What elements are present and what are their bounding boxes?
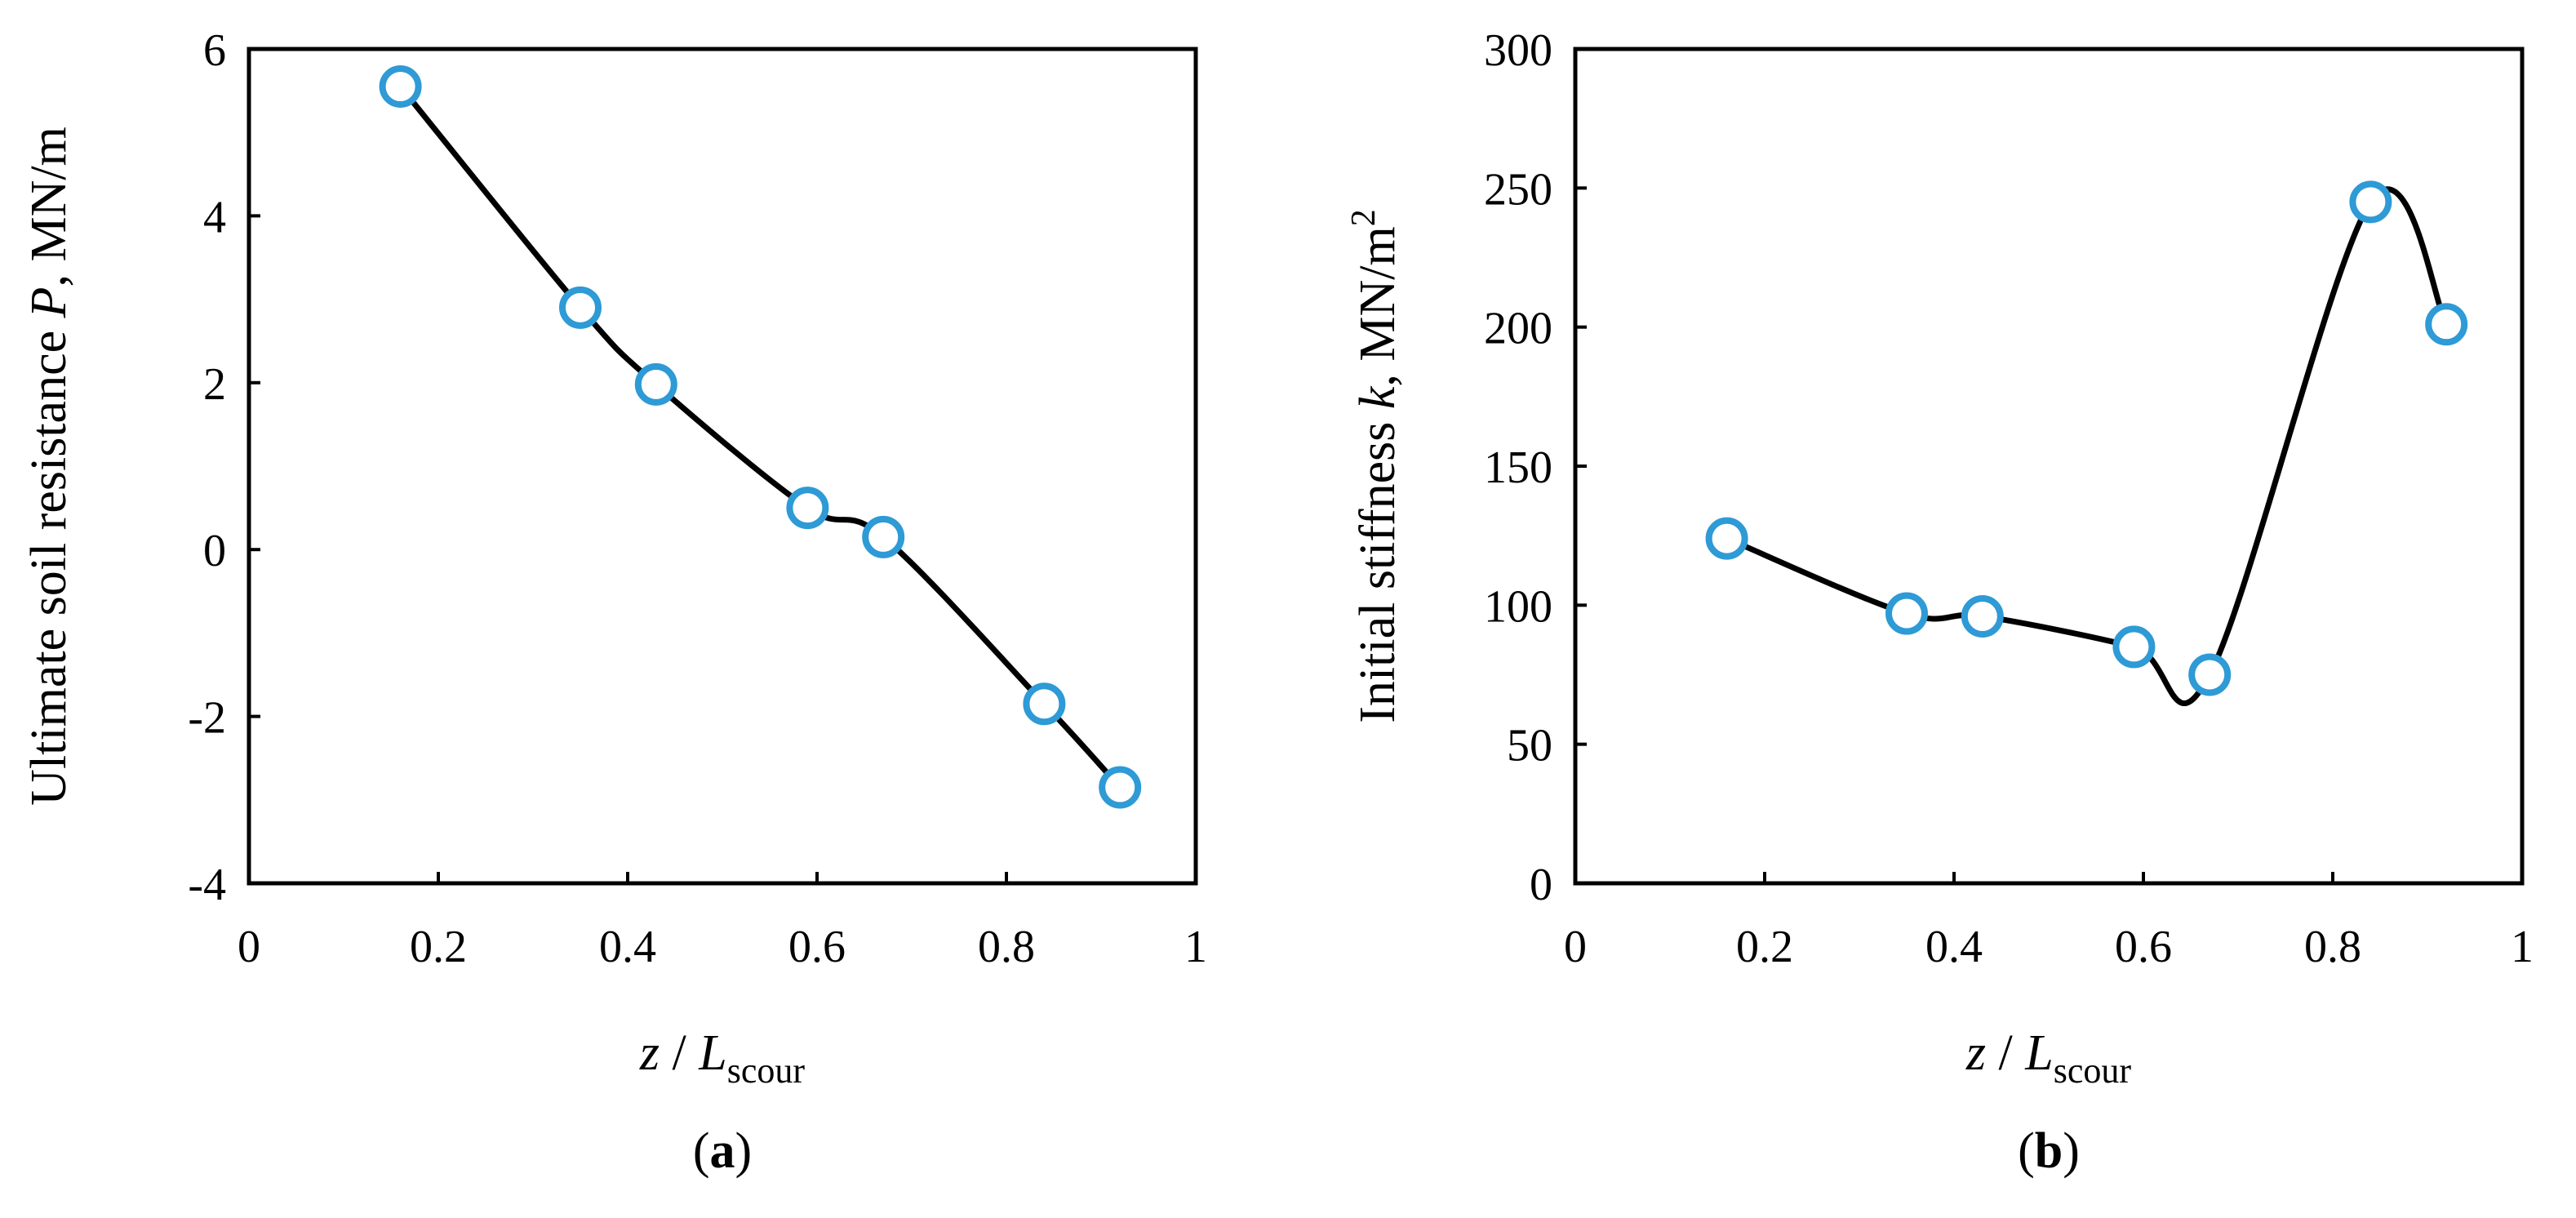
x-tick-label: 0.8 xyxy=(978,922,1035,972)
y-tick-label: 6 xyxy=(203,25,226,76)
x-axis-label: z / Lscour xyxy=(639,1025,806,1091)
data-point-marker xyxy=(1023,682,1066,726)
data-point-marker xyxy=(1961,594,2004,638)
x-tick-label: 0.6 xyxy=(788,922,846,972)
y-tick-label: 4 xyxy=(203,192,226,242)
x-tick-label: 1 xyxy=(2511,922,2534,972)
x-tick-label: 0 xyxy=(238,922,260,972)
x-tick-label: 0.8 xyxy=(2304,922,2361,972)
panel-label: (b) xyxy=(2018,1123,2080,1179)
y-axis-label: Initial stiffness k, MN/m2 xyxy=(1345,209,1406,722)
data-point-marker xyxy=(2112,625,2156,669)
panel-label: (a) xyxy=(693,1123,752,1179)
chart-panel-b: 0 0.2 0.4 0.6 0.8 1 0 50 100 150 200 250 300 z / Lsco… xyxy=(1345,25,2534,1179)
x-tick-label: 0.6 xyxy=(2115,922,2172,972)
y-tick-label: 250 xyxy=(1484,164,1552,215)
y-tick-label: 150 xyxy=(1484,442,1552,493)
y-tick-label: -2 xyxy=(188,693,226,744)
chart-panel-a: 0 0.2 0.4 0.6 0.8 1 -4 -2 0 2 4 6 z / Lscour Ultimate… xyxy=(21,25,1207,1179)
data-point-marker xyxy=(786,487,829,530)
data-point-marker xyxy=(2349,180,2392,224)
data-point-marker xyxy=(634,362,677,406)
series-line xyxy=(1724,186,2449,706)
data-point-marker xyxy=(2188,653,2232,696)
x-tick-label: 0.2 xyxy=(410,922,467,972)
y-axis-label: Ultimate soil resistance P, MN/m xyxy=(21,127,77,806)
x-tick-label: 0.4 xyxy=(1925,922,1983,972)
series-line xyxy=(398,83,1123,790)
y-tick-label: 200 xyxy=(1484,304,1552,354)
x-tick-label: 0.2 xyxy=(1736,922,1793,972)
y-tick-label: 0 xyxy=(1530,860,1552,910)
y-tick-label: 100 xyxy=(1484,581,1552,632)
x-tick-label: 0 xyxy=(1564,922,1587,972)
data-point-marker xyxy=(2425,303,2468,346)
y-tick-label: -4 xyxy=(188,860,226,910)
x-axis-label: z / Lscour xyxy=(1965,1025,2132,1091)
x-tick-label: 1 xyxy=(1184,922,1207,972)
data-point-marker xyxy=(862,515,905,558)
y-tick-label: 300 xyxy=(1484,25,1552,76)
y-tick-label: 2 xyxy=(203,359,226,410)
data-point-marker xyxy=(559,286,602,329)
data-point-marker xyxy=(1099,766,1142,809)
data-point-marker xyxy=(1705,517,1748,560)
data-point-marker xyxy=(1885,592,1928,635)
plot-area-frame xyxy=(1573,47,2525,886)
y-tick-label: 50 xyxy=(1507,721,1552,771)
data-point-marker xyxy=(379,64,422,108)
y-tick-label: 0 xyxy=(203,526,226,576)
x-tick-label: 0.4 xyxy=(599,922,656,972)
plot-area-frame xyxy=(246,47,1198,886)
